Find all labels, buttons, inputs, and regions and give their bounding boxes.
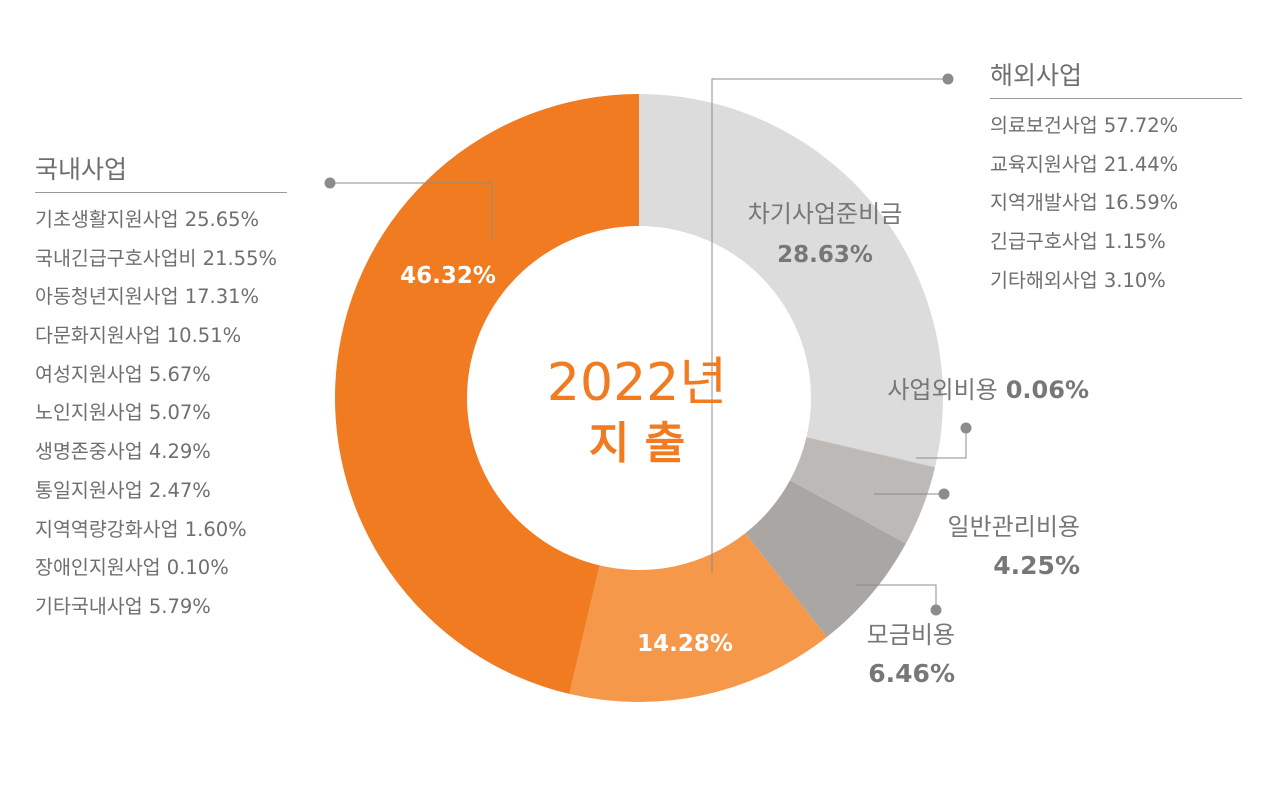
domestic-breakdown: 국내사업 기초생활지원사업 25.65% 국내긴급구호사업비 21.55% 아동… <box>35 150 287 627</box>
slice-value-admin: 4.25% <box>993 551 1080 580</box>
list-item: 기타국내사업 5.79% <box>35 594 211 618</box>
overseas-breakdown: 해외사업 의료보건사업 57.72% 교육지원사업 21.44% 지역개발사업 … <box>990 56 1242 300</box>
leader-line-fundraising <box>856 584 937 610</box>
leader-dot-domestic <box>324 177 336 189</box>
domestic-title: 국내사업 <box>35 150 287 193</box>
list-item: 기초생활지원사업 25.65% <box>35 208 260 231</box>
list-item: 노인지원사업 5.07% <box>35 401 211 425</box>
overseas-items: 의료보건사업 57.72% 교육지원사업 21.44% 지역개발사업 16.59… <box>990 107 1242 300</box>
list-item: 의료보건사업 57.72% <box>990 114 1179 137</box>
list-item: 생명존중사업 4.29% <box>35 440 211 464</box>
slice-name-nonbusiness: 사업외비용 <box>887 376 997 404</box>
list-item: 지역개발사업 16.59% <box>990 191 1179 215</box>
list-item: 지역역량강화사업 1.60% <box>35 517 247 541</box>
slice-value-reserve: 28.63% <box>777 242 873 268</box>
slice-value-nonbusiness: 0.06% <box>1006 376 1089 404</box>
donut-slice-fundraising <box>745 480 906 638</box>
slice-name-admin: 일반관리비용 <box>948 513 1080 541</box>
center-label: 지 출 <box>589 418 685 469</box>
leader-line-domestic <box>330 182 493 240</box>
slice-value-domestic: 46.32% <box>400 263 496 289</box>
slice-value-overseas: 14.28% <box>637 631 733 657</box>
leader-lines <box>330 78 967 610</box>
leader-dot-overseas <box>942 73 954 85</box>
donut-slice-admin <box>790 437 935 544</box>
list-item: 아동청년지원사업 17.31% <box>35 285 260 309</box>
donut-slice-domestic <box>334 94 639 694</box>
slice-name-fundraising: 모금비용 <box>867 621 955 649</box>
donut-slice-reserve <box>639 94 943 467</box>
leader-dot-admin <box>938 488 950 500</box>
list-item: 국내긴급구호사업비 21.55% <box>35 246 278 270</box>
slice-label-nonbusiness: 사업외비용 0.06% <box>887 376 1089 404</box>
donut-slice-overseas <box>569 533 827 702</box>
leader-dot-fundraising <box>930 604 942 616</box>
list-item: 통일지원사업 2.47% <box>35 478 211 502</box>
list-item: 기타해외사업 3.10% <box>990 268 1166 292</box>
overseas-title: 해외사업 <box>990 56 1242 99</box>
center-year: 2022년 <box>547 353 727 413</box>
domestic-items: 기초생활지원사업 25.65% 국내긴급구호사업비 21.55% 아동청년지원사… <box>35 201 287 627</box>
leader-line-nonbusiness <box>916 428 967 459</box>
list-item: 여성지원사업 5.67% <box>35 362 211 386</box>
list-item: 교육지원사업 21.44% <box>990 152 1179 176</box>
donut-segments <box>334 94 943 702</box>
list-item: 긴급구호사업 1.15% <box>990 230 1166 254</box>
slice-name-reserve: 차기사업준비금 <box>748 200 903 228</box>
leader-line-overseas <box>711 78 948 572</box>
list-item: 장애인지원사업 0.10% <box>35 556 229 580</box>
leader-dot-nonbusiness <box>960 422 972 434</box>
slice-value-fundraising: 6.46% <box>868 659 955 688</box>
list-item: 다문화지원사업 10.51% <box>35 324 242 348</box>
leader-dots <box>324 73 972 616</box>
